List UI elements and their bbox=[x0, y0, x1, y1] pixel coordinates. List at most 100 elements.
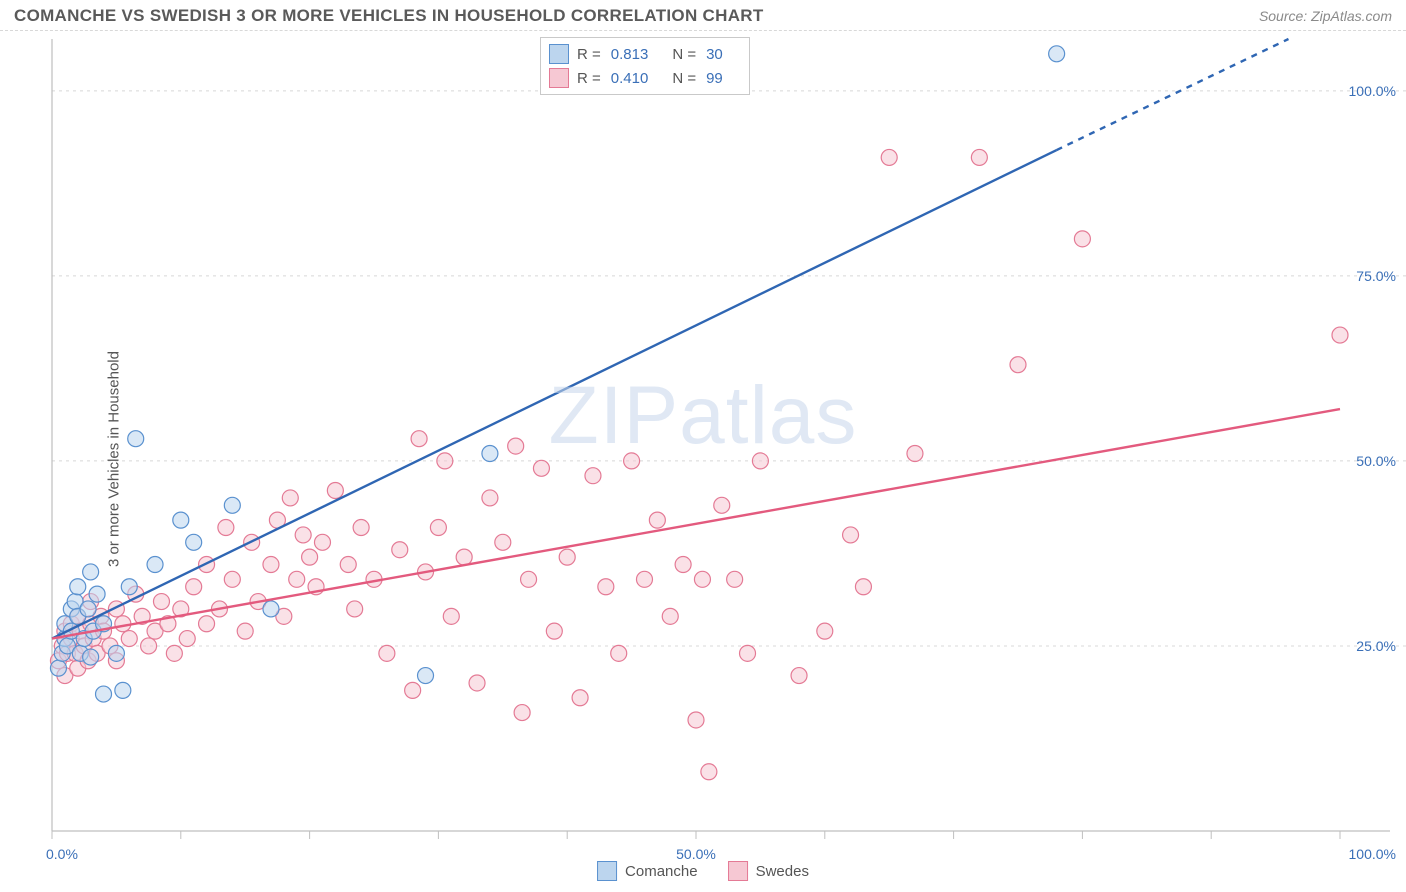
data-point bbox=[649, 512, 665, 528]
data-point bbox=[147, 557, 163, 573]
legend-r-label: R = bbox=[577, 70, 601, 87]
data-point bbox=[559, 549, 575, 565]
data-point bbox=[740, 645, 756, 661]
data-point bbox=[469, 675, 485, 691]
data-point bbox=[817, 623, 833, 639]
svg-text:50.0%: 50.0% bbox=[1356, 453, 1396, 469]
data-point bbox=[662, 608, 678, 624]
data-point bbox=[546, 623, 562, 639]
data-point bbox=[855, 579, 871, 595]
data-point bbox=[694, 571, 710, 587]
data-point bbox=[263, 601, 279, 617]
data-point bbox=[430, 520, 446, 536]
scatter-plot: 25.0%50.0%75.0%100.0%0.0%50.0%100.0% bbox=[0, 31, 1406, 887]
svg-text:100.0%: 100.0% bbox=[1349, 846, 1396, 862]
data-point bbox=[1010, 357, 1026, 373]
source-link[interactable]: ZipAtlas.com bbox=[1311, 8, 1392, 24]
data-point bbox=[153, 594, 169, 610]
data-point bbox=[50, 660, 66, 676]
data-point bbox=[971, 149, 987, 165]
data-point bbox=[263, 557, 279, 573]
legend-row: R = 0.813 N = 30 bbox=[549, 42, 739, 66]
data-point bbox=[482, 446, 498, 462]
legend-swatch-icon bbox=[597, 861, 617, 881]
data-point bbox=[437, 453, 453, 469]
chart-title: COMANCHE VS SWEDISH 3 OR MORE VEHICLES I… bbox=[14, 6, 764, 26]
source-prefix: Source: bbox=[1259, 8, 1311, 24]
data-point bbox=[302, 549, 318, 565]
data-point bbox=[96, 686, 112, 702]
data-point bbox=[443, 608, 459, 624]
data-point bbox=[224, 497, 240, 513]
data-point bbox=[456, 549, 472, 565]
legend-swatch-comanche bbox=[549, 44, 569, 64]
data-point bbox=[514, 705, 530, 721]
data-point bbox=[907, 446, 923, 462]
data-point bbox=[791, 668, 807, 684]
data-point bbox=[141, 638, 157, 654]
legend-label: Swedes bbox=[756, 863, 809, 880]
legend-n-label: N = bbox=[672, 46, 696, 63]
data-point bbox=[752, 453, 768, 469]
y-axis-label: 3 or more Vehicles in Household bbox=[105, 351, 122, 567]
series-legend: Comanche Swedes bbox=[597, 861, 809, 881]
data-point bbox=[289, 571, 305, 587]
data-point bbox=[224, 571, 240, 587]
chart-header: COMANCHE VS SWEDISH 3 OR MORE VEHICLES I… bbox=[0, 0, 1406, 31]
data-point bbox=[327, 483, 343, 499]
data-point bbox=[727, 571, 743, 587]
data-point bbox=[482, 490, 498, 506]
data-point bbox=[624, 453, 640, 469]
data-point bbox=[714, 497, 730, 513]
svg-text:0.0%: 0.0% bbox=[46, 846, 78, 862]
data-point bbox=[199, 616, 215, 632]
data-point bbox=[585, 468, 601, 484]
data-point bbox=[495, 534, 511, 550]
legend-row: R = 0.410 N = 99 bbox=[549, 66, 739, 90]
data-point bbox=[881, 149, 897, 165]
trend-line-extrapolated bbox=[1057, 39, 1289, 150]
legend-item-comanche: Comanche bbox=[597, 861, 698, 881]
data-point bbox=[179, 631, 195, 647]
legend-label: Comanche bbox=[625, 863, 698, 880]
data-point bbox=[598, 579, 614, 595]
data-point bbox=[108, 645, 124, 661]
data-point bbox=[701, 764, 717, 780]
legend-swatch-icon bbox=[728, 861, 748, 881]
data-point bbox=[314, 534, 330, 550]
data-point bbox=[83, 564, 99, 580]
data-point bbox=[186, 534, 202, 550]
legend-n-label: N = bbox=[672, 70, 696, 87]
data-point bbox=[347, 601, 363, 617]
data-point bbox=[379, 645, 395, 661]
data-point bbox=[392, 542, 408, 558]
data-point bbox=[295, 527, 311, 543]
legend-swatch-swedes bbox=[549, 68, 569, 88]
data-point bbox=[521, 571, 537, 587]
data-point bbox=[508, 438, 524, 454]
legend-r-value: 0.410 bbox=[611, 70, 649, 87]
svg-text:25.0%: 25.0% bbox=[1356, 638, 1396, 654]
legend-item-swedes: Swedes bbox=[728, 861, 809, 881]
data-point bbox=[611, 645, 627, 661]
data-point bbox=[166, 645, 182, 661]
correlation-legend: R = 0.813 N = 30 R = 0.410 N = 99 bbox=[540, 37, 750, 95]
data-point bbox=[83, 649, 99, 665]
data-point bbox=[418, 668, 434, 684]
data-point bbox=[89, 586, 105, 602]
data-point bbox=[1332, 327, 1348, 343]
data-point bbox=[173, 512, 189, 528]
data-point bbox=[128, 431, 144, 447]
trend-line bbox=[52, 409, 1340, 638]
chart-source: Source: ZipAtlas.com bbox=[1259, 8, 1392, 24]
legend-n-value: 99 bbox=[706, 70, 723, 87]
data-point bbox=[843, 527, 859, 543]
data-point bbox=[1074, 231, 1090, 247]
data-point bbox=[353, 520, 369, 536]
data-point bbox=[70, 579, 86, 595]
data-point bbox=[121, 579, 137, 595]
legend-r-value: 0.813 bbox=[611, 46, 649, 63]
svg-text:75.0%: 75.0% bbox=[1356, 268, 1396, 284]
data-point bbox=[688, 712, 704, 728]
data-point bbox=[405, 682, 421, 698]
